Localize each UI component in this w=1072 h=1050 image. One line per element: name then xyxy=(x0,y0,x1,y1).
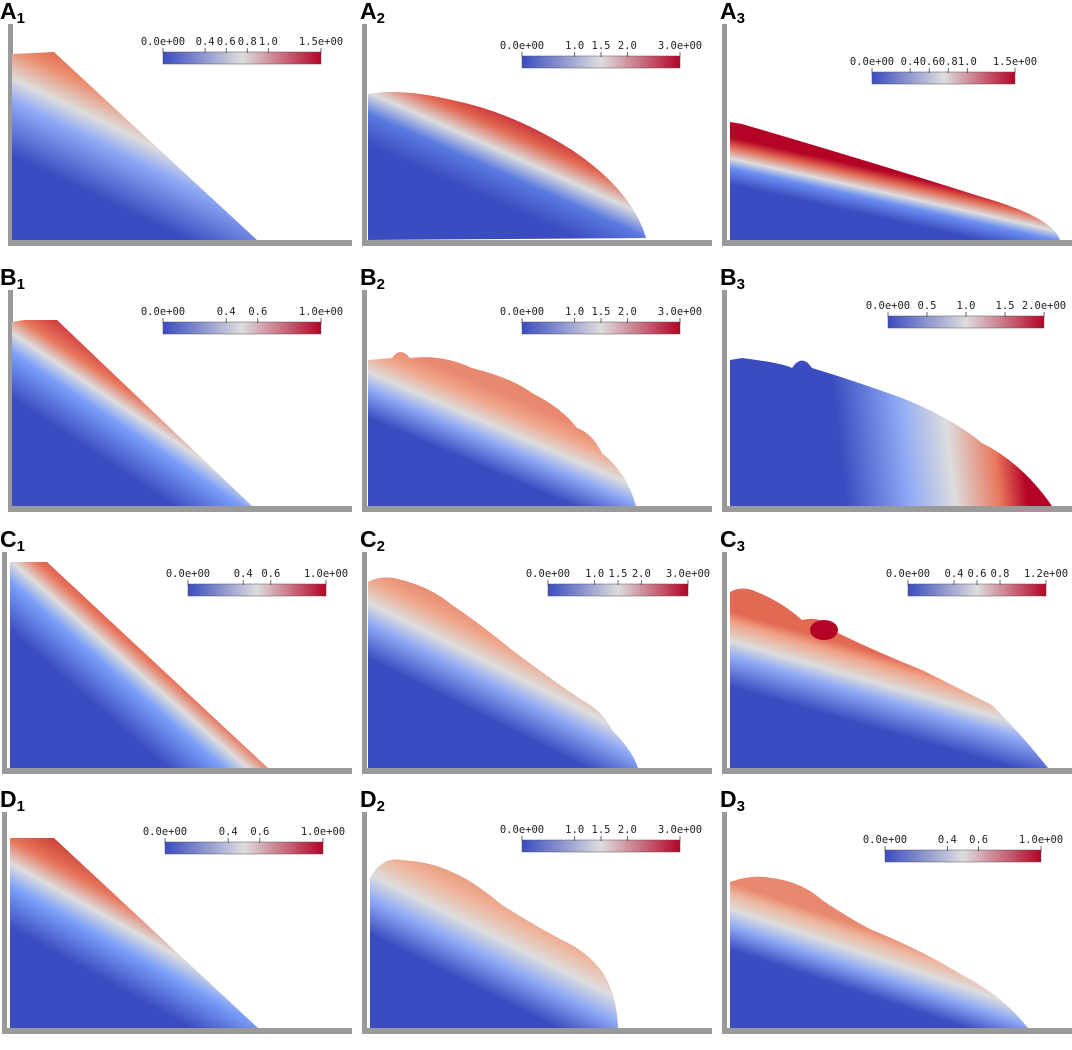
panel-label: A2 xyxy=(360,0,385,27)
slope-plot xyxy=(362,552,712,774)
panel-C2: C2 xyxy=(360,526,712,790)
panel-A3: A3 xyxy=(720,0,1072,262)
ground xyxy=(8,240,352,246)
panel-A1: A1 xyxy=(0,0,352,262)
ground xyxy=(2,1028,352,1034)
panel-label: A1 xyxy=(0,0,25,27)
left-wall xyxy=(362,812,367,1034)
soil-mass xyxy=(10,838,258,1028)
soil-mass xyxy=(10,562,268,768)
panel-label: B3 xyxy=(720,264,745,293)
ground xyxy=(722,1028,1072,1034)
soil-mass xyxy=(368,577,638,768)
ground xyxy=(2,768,352,774)
left-wall xyxy=(722,552,727,774)
panel-label: C1 xyxy=(0,526,25,555)
panel-B2: B2 xyxy=(360,264,712,528)
panel-B1: B1 xyxy=(0,264,352,528)
panel-A2: A2 xyxy=(360,0,712,262)
soil-mass xyxy=(730,876,1028,1028)
panel-B3: B3 xyxy=(720,264,1072,528)
panel-label: C2 xyxy=(360,526,385,555)
panel-D3: D3 xyxy=(720,786,1072,1050)
panel-D1: D1 xyxy=(0,786,352,1050)
panel-label: B2 xyxy=(360,264,385,293)
slope-plot xyxy=(2,812,352,1034)
left-wall xyxy=(8,290,13,512)
slope-plot xyxy=(722,24,1072,246)
ground xyxy=(722,240,1072,246)
slope-plot xyxy=(722,552,1072,774)
slope-plot xyxy=(8,290,352,512)
panel-label: A3 xyxy=(720,0,745,27)
ground xyxy=(362,240,712,246)
ground xyxy=(362,1028,712,1034)
left-wall xyxy=(8,24,13,246)
ground xyxy=(722,768,1072,774)
soil-mass xyxy=(370,859,618,1028)
left-wall xyxy=(722,812,727,1034)
panel-D2: D2 xyxy=(360,786,712,1050)
slope-plot xyxy=(362,290,712,512)
slope-plot xyxy=(722,812,1072,1034)
high-zone xyxy=(810,620,838,640)
left-wall xyxy=(2,812,7,1034)
ground xyxy=(722,506,1072,512)
slope-plot xyxy=(362,812,712,1034)
left-wall xyxy=(362,24,367,246)
panel-C3: C3 xyxy=(720,526,1072,790)
panel-label: D2 xyxy=(360,786,385,815)
ground xyxy=(362,506,712,512)
ground xyxy=(362,768,712,774)
soil-mass xyxy=(730,588,1048,768)
panel-label: C3 xyxy=(720,526,745,555)
panel-C1: C1 xyxy=(0,526,352,790)
slope-plot xyxy=(2,552,352,774)
left-wall xyxy=(2,552,7,774)
soil-mass xyxy=(730,358,1052,506)
left-wall xyxy=(722,24,727,246)
soil-mass xyxy=(368,92,646,240)
left-wall xyxy=(362,552,367,774)
slope-plot xyxy=(722,290,1072,512)
panel-label: D1 xyxy=(0,786,25,815)
ground xyxy=(8,506,352,512)
soil-mass xyxy=(368,352,636,506)
slope-plot xyxy=(8,24,352,246)
slope-plot xyxy=(362,24,712,246)
soil-mass xyxy=(730,122,1060,240)
soil-mass xyxy=(12,320,252,506)
soil-mass xyxy=(12,52,257,240)
panel-label: D3 xyxy=(720,786,745,815)
left-wall xyxy=(362,290,367,512)
panel-label: B1 xyxy=(0,264,25,293)
left-wall xyxy=(722,290,727,512)
